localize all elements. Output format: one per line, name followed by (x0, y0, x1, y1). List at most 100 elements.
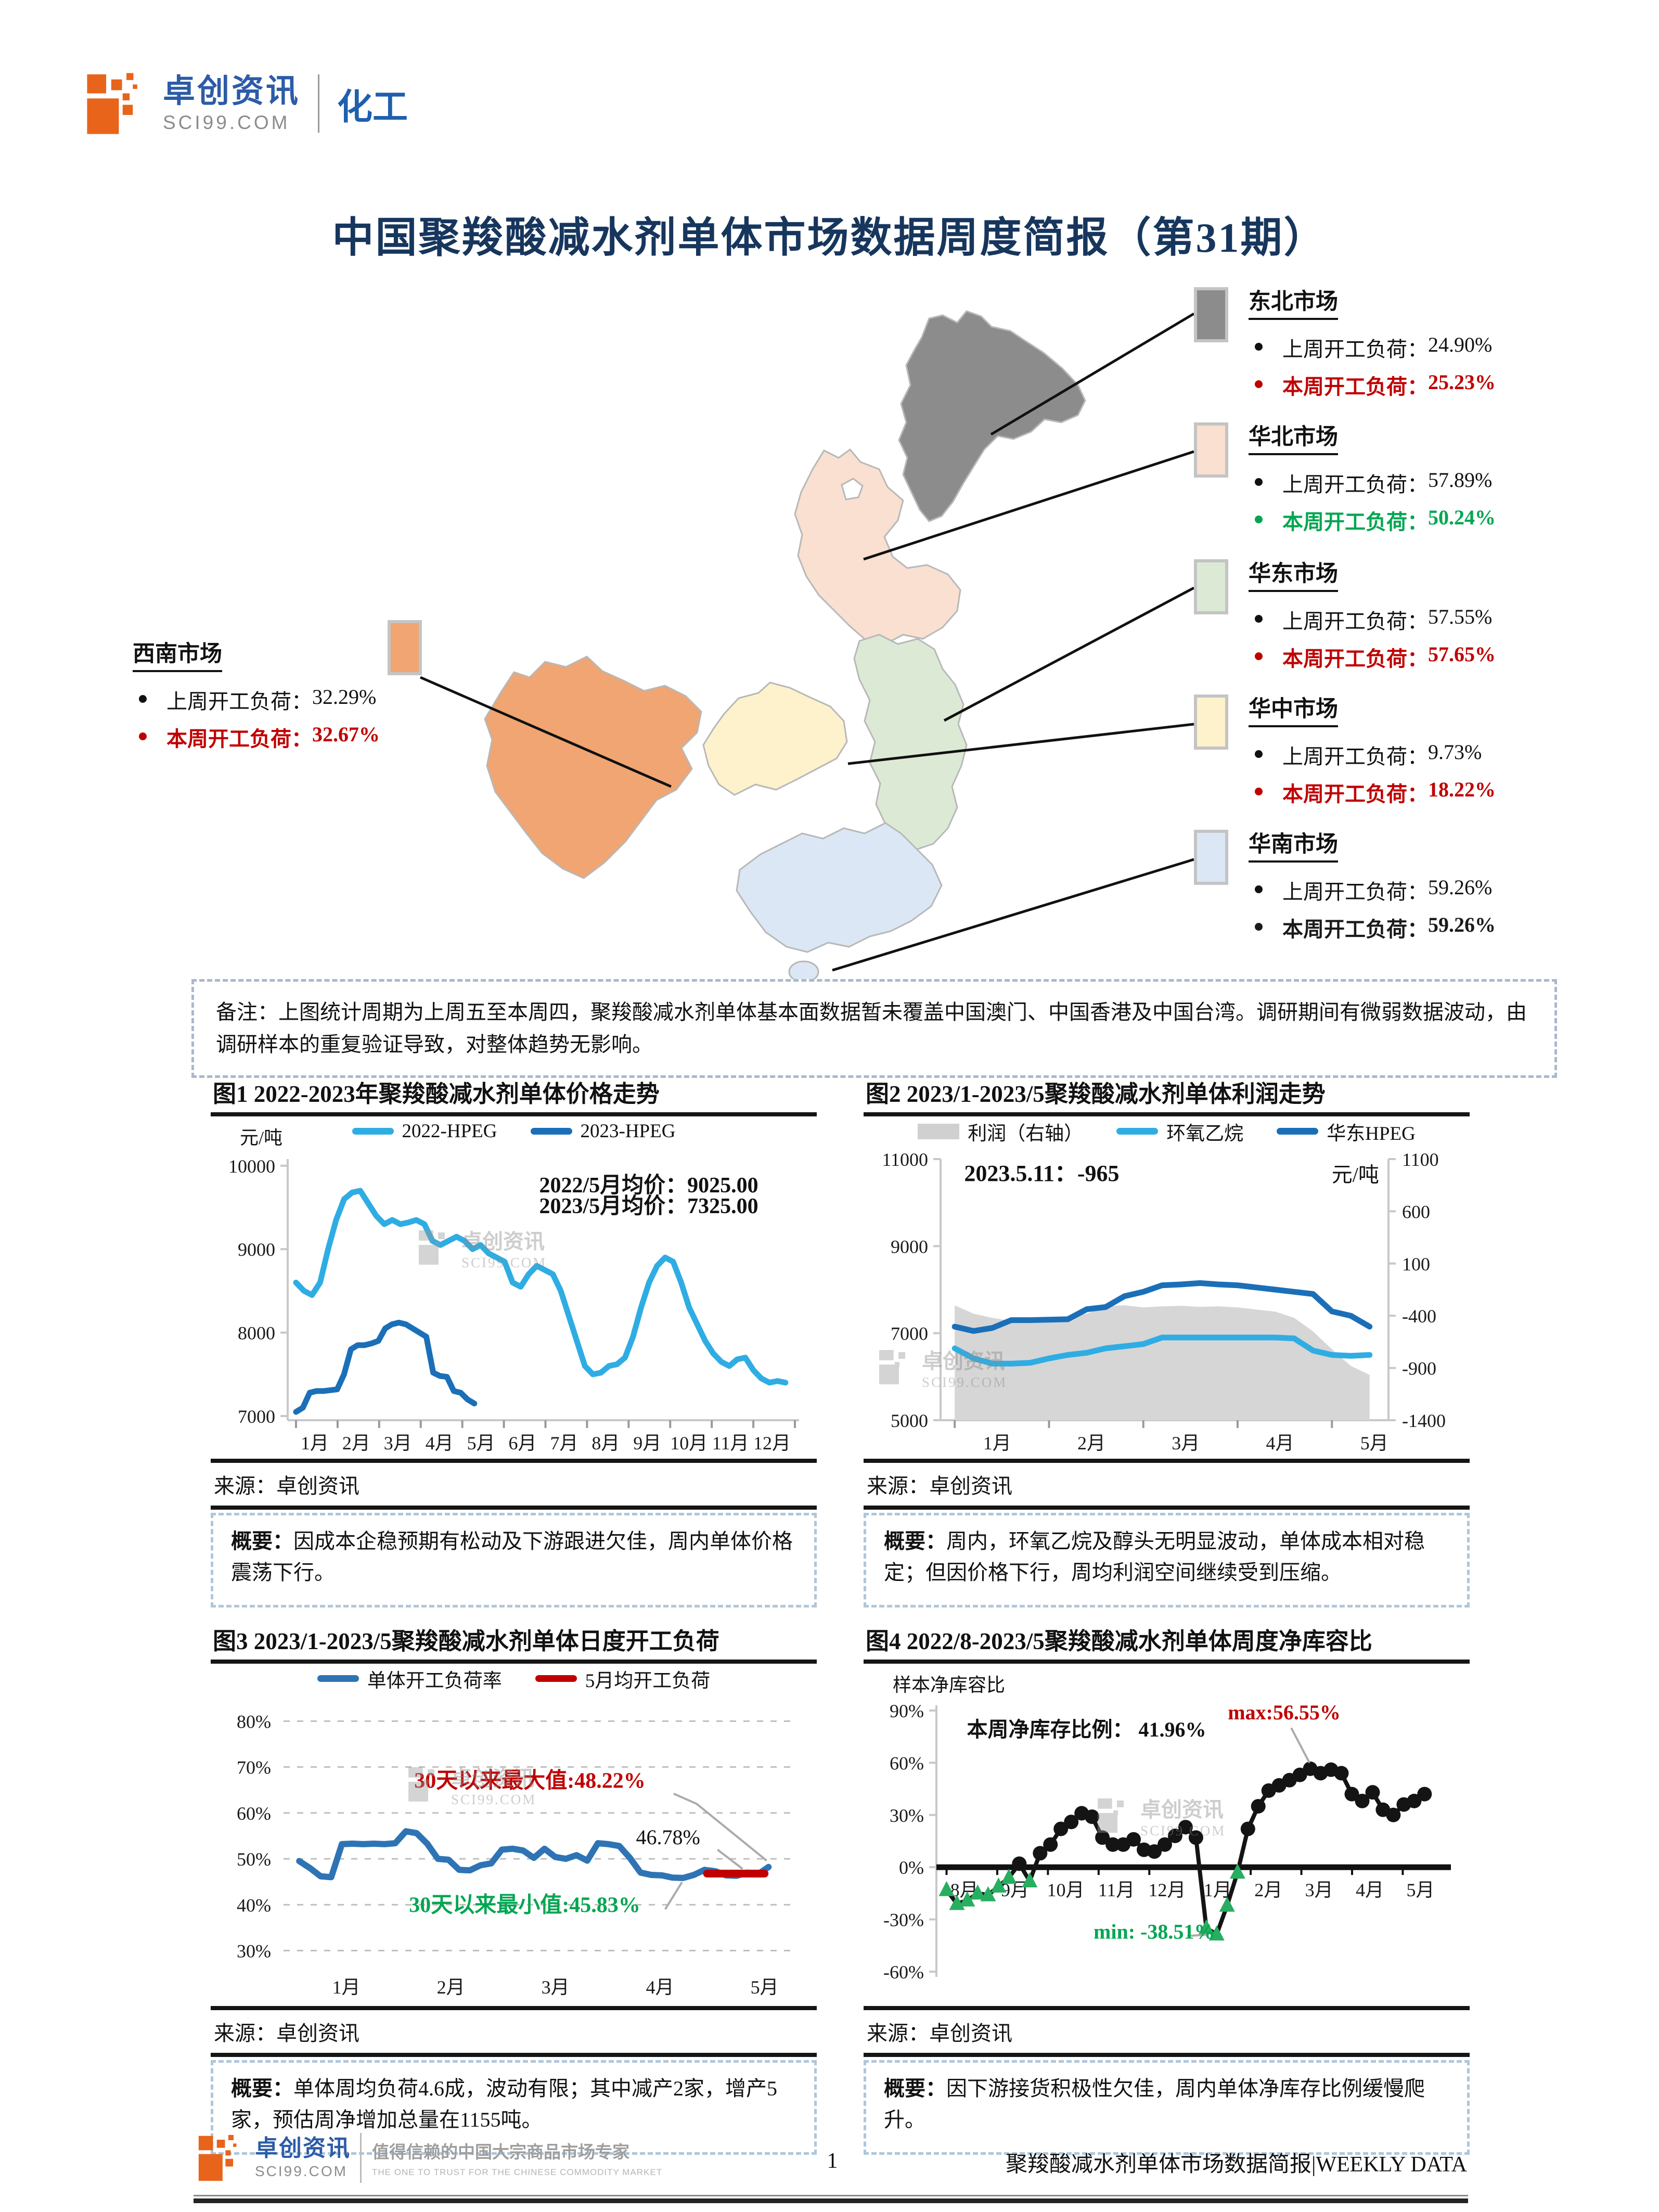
svg-text:5月: 5月 (1407, 1880, 1435, 1900)
svg-text:30%: 30% (237, 1940, 271, 1961)
note-text: 上图统计周期为上周五至本周四，聚羧酸减水剂单体基本面数据暂未覆盖中国澳门、中国香… (216, 1000, 1527, 1056)
svg-text:-900: -900 (1402, 1358, 1436, 1379)
divider (211, 1505, 817, 1510)
legend-item: 单体开工负荷率 (317, 1665, 502, 1693)
inventory-ratio-chart: 90%60%30%0%-30%-60%8月 9月 10月 11月 12月 1月 2月 3月 4月… (883, 1700, 1451, 1982)
market-callout-southwest: 西南市场 上周开工负荷： 32.29% 本周开工负荷： 32.67% (133, 636, 476, 760)
chart-title: 图3 2023/1-2023/5聚羧酸减水剂单体日度开工负荷 (213, 1628, 719, 1654)
divider (211, 1458, 817, 1463)
svg-text:5000: 5000 (891, 1410, 928, 1431)
page-title: 中国聚羧酸减水剂单体市场数据周度简报（第31期） (332, 215, 1327, 261)
swatch-south (1194, 830, 1228, 885)
last-week-row: 上周开工负荷： 57.89% (1252, 468, 1644, 498)
this-week-row: 本周开工负荷： 32.67% (136, 722, 476, 752)
last-week-value: 57.89% (1428, 468, 1493, 492)
svg-text:1100: 1100 (1402, 1149, 1439, 1170)
region-southwest (484, 655, 702, 879)
svg-text:5月: 5月 (1360, 1433, 1388, 1454)
divider (864, 1659, 1470, 1664)
legend-item: 2023-HPEG (530, 1120, 675, 1142)
svg-text:9000: 9000 (891, 1236, 928, 1257)
svg-text:10月: 10月 (1047, 1880, 1084, 1900)
sci99-logo: 卓创资讯 SCI99.COM 化工 (86, 72, 408, 135)
chart-legend: 2022-HPEG 2023-HPEG (352, 1120, 675, 1142)
last-week-value: 9.73% (1428, 740, 1482, 764)
svg-text:11月: 11月 (712, 1433, 749, 1454)
chart-summary: 概要：周内，环氧乙烷及醇头无明显波动，单体成本相对稳定；但因价格下行，周均利润空… (864, 1512, 1470, 1607)
chart-source: 来源：卓创资讯 (214, 1474, 359, 1498)
svg-text:2月: 2月 (1254, 1880, 1282, 1900)
svg-text:80%: 80% (237, 1711, 271, 1732)
market-callout-east: 华东市场 上周开工负荷： 57.55% 本周开工负荷： 57.65% (1249, 556, 1644, 679)
bullet-icon (1255, 885, 1263, 893)
svg-text:46.78%: 46.78% (636, 1825, 700, 1848)
bullet-icon (1255, 615, 1263, 623)
market-name: 华北市场 (1249, 419, 1338, 455)
svg-text:600: 600 (1402, 1201, 1430, 1222)
this-week-value: 18.22% (1428, 778, 1496, 801)
legend-item: 2022-HPEG (352, 1120, 497, 1142)
svg-text:max:56.55%: max:56.55% (1228, 1700, 1341, 1724)
sci99-logo-icon (198, 2134, 237, 2181)
brand-name: 卓创资讯 (255, 2136, 351, 2161)
this-week-row: 本周开工负荷： 57.65% (1252, 642, 1644, 672)
footer-tagline-en: THE ONE TO TRUST FOR THE CHINESE COMMODI… (372, 2167, 663, 2177)
svg-text:-30%: -30% (883, 1909, 924, 1930)
logo-divider (318, 74, 320, 133)
svg-text:50%: 50% (237, 1849, 271, 1870)
svg-text:7000: 7000 (238, 1406, 275, 1427)
this-week-value: 25.23% (1428, 370, 1496, 394)
divider (211, 1112, 817, 1116)
svg-text:3月: 3月 (1305, 1880, 1333, 1900)
svg-text:min: -38.51%: min: -38.51% (1094, 1920, 1215, 1943)
division-label: 化工 (337, 87, 408, 127)
market-name: 东北市场 (1249, 284, 1338, 320)
svg-text:3月: 3月 (542, 1977, 570, 1998)
svg-text:100: 100 (1402, 1254, 1430, 1275)
operating-load-chart: 30% 40% 50% 60% 70% 80% 1月 2月 3月 4月 5月 30天以来最大值:48.… (237, 1711, 796, 1998)
chart-summary: 概要：单体周均负荷4.6成，波动有限；其中减产2家，增产5家，预估周净增加总量在… (211, 2060, 817, 2155)
svg-text:30天以来最大值:48.22%: 30天以来最大值:48.22% (414, 1768, 646, 1793)
last-week-value: 24.90% (1428, 333, 1493, 356)
region-central (702, 681, 848, 796)
last-week-row: 上周开工负荷： 59.26% (1252, 875, 1644, 905)
svg-text:70%: 70% (237, 1757, 271, 1778)
bullet-icon (1255, 478, 1263, 486)
chart-block-price-trend: 图1 2022-2023年聚羧酸减水剂单体价格走势 元/吨 2022-HPEG 2… (211, 1081, 817, 1607)
last-week-row: 上周开工负荷： 32.29% (136, 685, 476, 715)
divider (864, 1112, 1470, 1116)
svg-text:90%: 90% (890, 1701, 924, 1721)
region-northeast (898, 310, 1086, 522)
last-week-row: 上周开工负荷： 57.55% (1252, 605, 1644, 635)
last-week-value: 57.55% (1428, 605, 1493, 628)
swatch-northeast (1194, 287, 1228, 342)
divider (211, 2052, 817, 2057)
market-callout-northeast: 东北市场 上周开工负荷： 24.90% 本周开工负荷： 25.23% (1249, 284, 1644, 407)
bullet-icon (1255, 788, 1263, 795)
svg-text:1月: 1月 (983, 1433, 1011, 1454)
svg-text:9000: 9000 (238, 1239, 275, 1260)
note-label: 备注： (216, 1000, 278, 1024)
footer-rule (194, 2195, 1468, 2203)
svg-text:30%: 30% (890, 1805, 924, 1825)
sci99-logo-icon (87, 73, 137, 134)
chart-legend: 单体开工负荷率 5月均开工负荷 (317, 1665, 710, 1693)
legend-item: 5月均开工负荷 (535, 1665, 710, 1693)
legend-item: 环氧乙烷 (1116, 1117, 1243, 1146)
profit-trend-chart: 5000 7000 9000 11000 1100 600 100 -400 -900 -1400… (882, 1149, 1446, 1454)
svg-text:元/吨: 元/吨 (1332, 1163, 1379, 1186)
svg-text:8000: 8000 (238, 1322, 275, 1343)
svg-text:10月: 10月 (670, 1433, 708, 1454)
region-north-enclave (841, 478, 864, 500)
chart-summary: 概要：因下游接货积极性欠佳，周内单体净库存比例缓慢爬升。 (864, 2060, 1470, 2155)
chart-block-operating-load: 图3 2023/1-2023/5聚羧酸减水剂单体日度开工负荷 单体开工负荷率 5月… (211, 1628, 817, 2155)
y-axis-unit: 元/吨 (240, 1127, 283, 1148)
this-week-value: 50.24% (1428, 506, 1496, 529)
callout-lines (420, 312, 1195, 972)
brand-name: 卓创资讯 (163, 73, 301, 109)
svg-text:0%: 0% (899, 1857, 924, 1878)
swatch-southwest (388, 620, 422, 675)
svg-text:1月: 1月 (301, 1433, 329, 1454)
svg-text:60%: 60% (237, 1803, 271, 1823)
